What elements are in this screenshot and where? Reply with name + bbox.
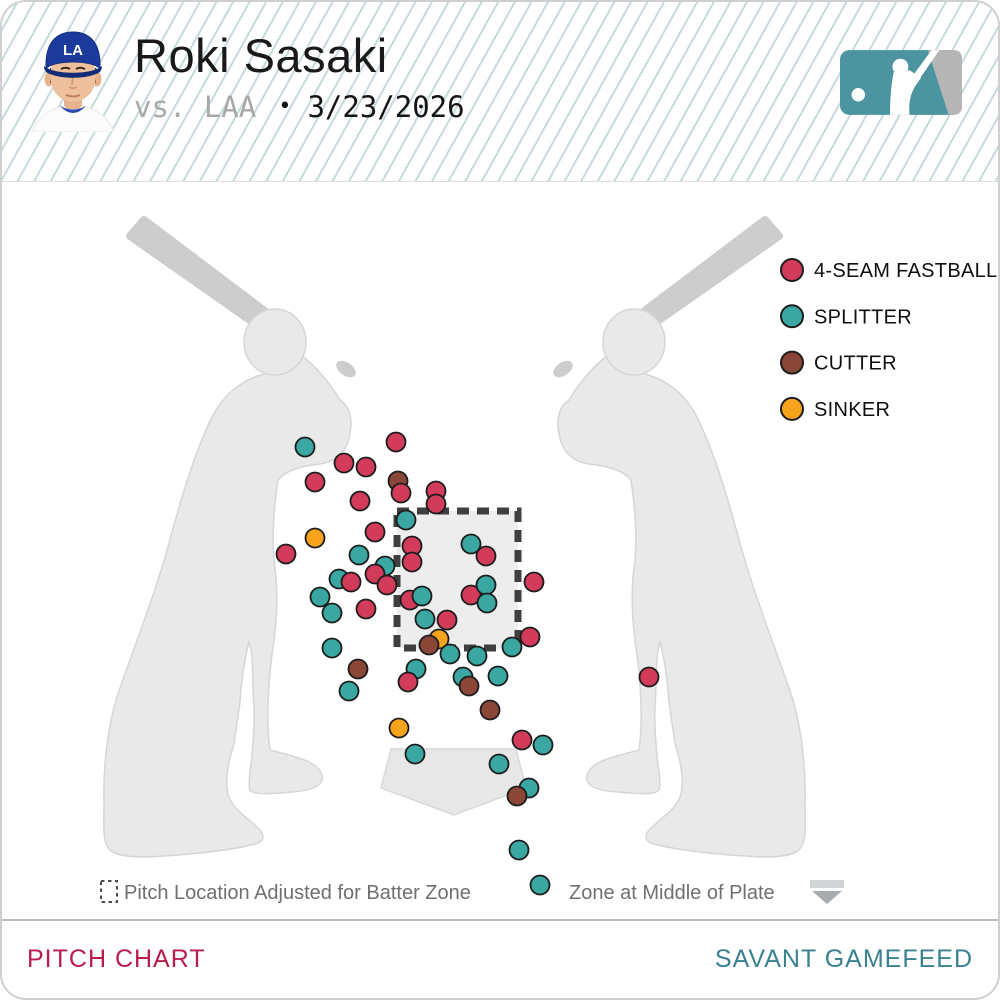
cap (45, 31, 101, 69)
pitch-dot-ct[interactable] (479, 699, 501, 721)
legend-label-ff: 4-SEAM FASTBALL (814, 260, 997, 282)
pitch-dot-sp[interactable] (414, 608, 436, 630)
legend-item-sp: SPLITTER (780, 304, 912, 329)
pitch-dot-ct[interactable] (347, 658, 369, 680)
middle-plate-label: Zone at Middle of Plate (569, 882, 775, 904)
legend-swatch-ct (780, 350, 804, 375)
pitch-dot-sp[interactable] (404, 743, 426, 765)
legend-item-ff: 4-SEAM FASTBALL (780, 258, 997, 282)
pitch-dot-ff[interactable] (304, 471, 326, 493)
page-title: Roki Sasaki (134, 29, 388, 82)
pitch-dot-ff[interactable] (355, 598, 377, 620)
legend-swatch-sk (780, 396, 804, 421)
pitch-dot-ff[interactable] (333, 452, 355, 474)
header: LA Roki Sasaki vs. LAA • 3/23/2026 (2, 2, 998, 182)
pitch-dot-sk[interactable] (304, 527, 326, 549)
pitch-dot-sp[interactable] (348, 544, 370, 566)
pitch-plot: 4-SEAM FASTBALL SPLITTER CUTTER SINKER Pitc… (2, 182, 997, 904)
pitch-dot-sp[interactable] (532, 734, 554, 756)
mlb-logo-icon (840, 50, 962, 115)
collar (60, 106, 86, 113)
mouth (65, 94, 81, 98)
mlb-logo-gray-corner (927, 50, 962, 115)
mini-plate-icon (810, 880, 844, 904)
mlb-batter-bat (908, 50, 940, 86)
pitch-dot-sp[interactable] (466, 645, 488, 667)
pitch-dot-ff[interactable] (511, 729, 533, 751)
pitch-dot-sp[interactable] (395, 509, 417, 531)
legend-label-sk: SINKER (814, 399, 890, 421)
pitch-dot-ff[interactable] (425, 493, 447, 515)
game-date: 3/23/2026 (307, 89, 465, 124)
pitch-dot-sp[interactable] (460, 533, 482, 555)
eyebrow (60, 66, 71, 70)
pitch-dot-ff[interactable] (390, 482, 412, 504)
pitch-dot-ff[interactable] (475, 545, 497, 567)
legend-swatch-sp (780, 304, 804, 329)
title-block: Roki Sasaki vs. LAA • 3/23/2026 (134, 30, 465, 124)
opponent-label: vs. LAA (134, 89, 257, 124)
pitch-dot-sp[interactable] (321, 602, 343, 624)
pitch-dot-sp[interactable] (529, 874, 551, 896)
pitch-dot-sp[interactable] (501, 636, 523, 658)
pitch-dot-ff[interactable] (385, 431, 407, 453)
legend-item-ct: CUTTER (780, 350, 897, 375)
mlb-baseball (851, 87, 866, 102)
pitch-dot-sp[interactable] (475, 574, 497, 596)
pitch-dot-ct[interactable] (506, 785, 528, 807)
pitch-dot-ff[interactable] (349, 490, 371, 512)
pitch-dot-ff[interactable] (523, 571, 545, 593)
pitch-dot-sk[interactable] (388, 717, 410, 739)
bottom-bar: PITCH CHART SAVANT GAMEFEED (2, 919, 998, 998)
pitch-plot-area: 4-SEAM FASTBALL SPLITTER CUTTER SINKER Pitc… (2, 182, 998, 923)
mlb-batter-helmet (892, 58, 909, 75)
pitch-dot-ff[interactable] (638, 666, 660, 688)
caption-row: Pitch Location Adjusted for Batter Zone … (100, 880, 844, 904)
legend-label-sp: SPLITTER (814, 306, 912, 328)
legend-item-sk: SINKER (780, 396, 890, 421)
pitch-dot-ct[interactable] (458, 675, 480, 697)
batter-silhouette-right (550, 220, 805, 857)
pitch-chart-link[interactable]: PITCH CHART (27, 945, 206, 973)
pitch-dot-sp[interactable] (439, 643, 461, 665)
bullet-separator: • (278, 94, 292, 120)
pitch-dot-sp[interactable] (294, 436, 316, 458)
pitch-dot-ct[interactable] (418, 634, 440, 656)
strike-zone (393, 507, 522, 652)
pitch-dot-sp[interactable] (411, 585, 433, 607)
pitch-dot-sp[interactable] (338, 680, 360, 702)
pitch-dot-sp[interactable] (321, 637, 343, 659)
pitch-dot-ff[interactable] (376, 574, 398, 596)
plot-legend: 4-SEAM FASTBALL SPLITTER CUTTER SINKER (780, 258, 997, 421)
eyebrow (75, 66, 86, 70)
pitch-dots (275, 431, 660, 896)
pitch-dot-ff[interactable] (519, 626, 541, 648)
adjusted-zone-label: Pitch Location Adjusted for Batter Zone (124, 882, 471, 904)
cap-monogram: LA (63, 42, 83, 59)
pitch-dot-ff[interactable] (355, 456, 377, 478)
mini-plate-top (810, 880, 844, 888)
pitch-dot-ff[interactable] (401, 551, 423, 573)
matchup-subtitle: vs. LAA • 3/23/2026 (134, 90, 465, 124)
pitch-dot-sp[interactable] (488, 753, 510, 775)
pitch-dot-ff[interactable] (340, 571, 362, 593)
mini-plate-point (812, 891, 842, 904)
savant-gamefeed-link[interactable]: SAVANT GAMEFEED (714, 945, 973, 973)
player-headshot: LA (31, 31, 115, 132)
pitch-dot-sp[interactable] (508, 839, 530, 861)
pitch-dot-ff[interactable] (275, 543, 297, 565)
jersey (31, 105, 115, 132)
legend-swatch-ff (780, 258, 804, 282)
pitch-dot-ff[interactable] (364, 521, 386, 543)
pitch-dot-sp[interactable] (476, 592, 498, 614)
pitch-dot-ff[interactable] (436, 609, 458, 631)
adjusted-zone-icon (100, 880, 118, 903)
pitch-dot-ff[interactable] (397, 671, 419, 693)
cap-brim (44, 66, 102, 78)
pitch-dot-sp[interactable] (309, 586, 331, 608)
pitch-dot-sp[interactable] (487, 665, 509, 687)
legend-label-ct: CUTTER (814, 353, 897, 375)
